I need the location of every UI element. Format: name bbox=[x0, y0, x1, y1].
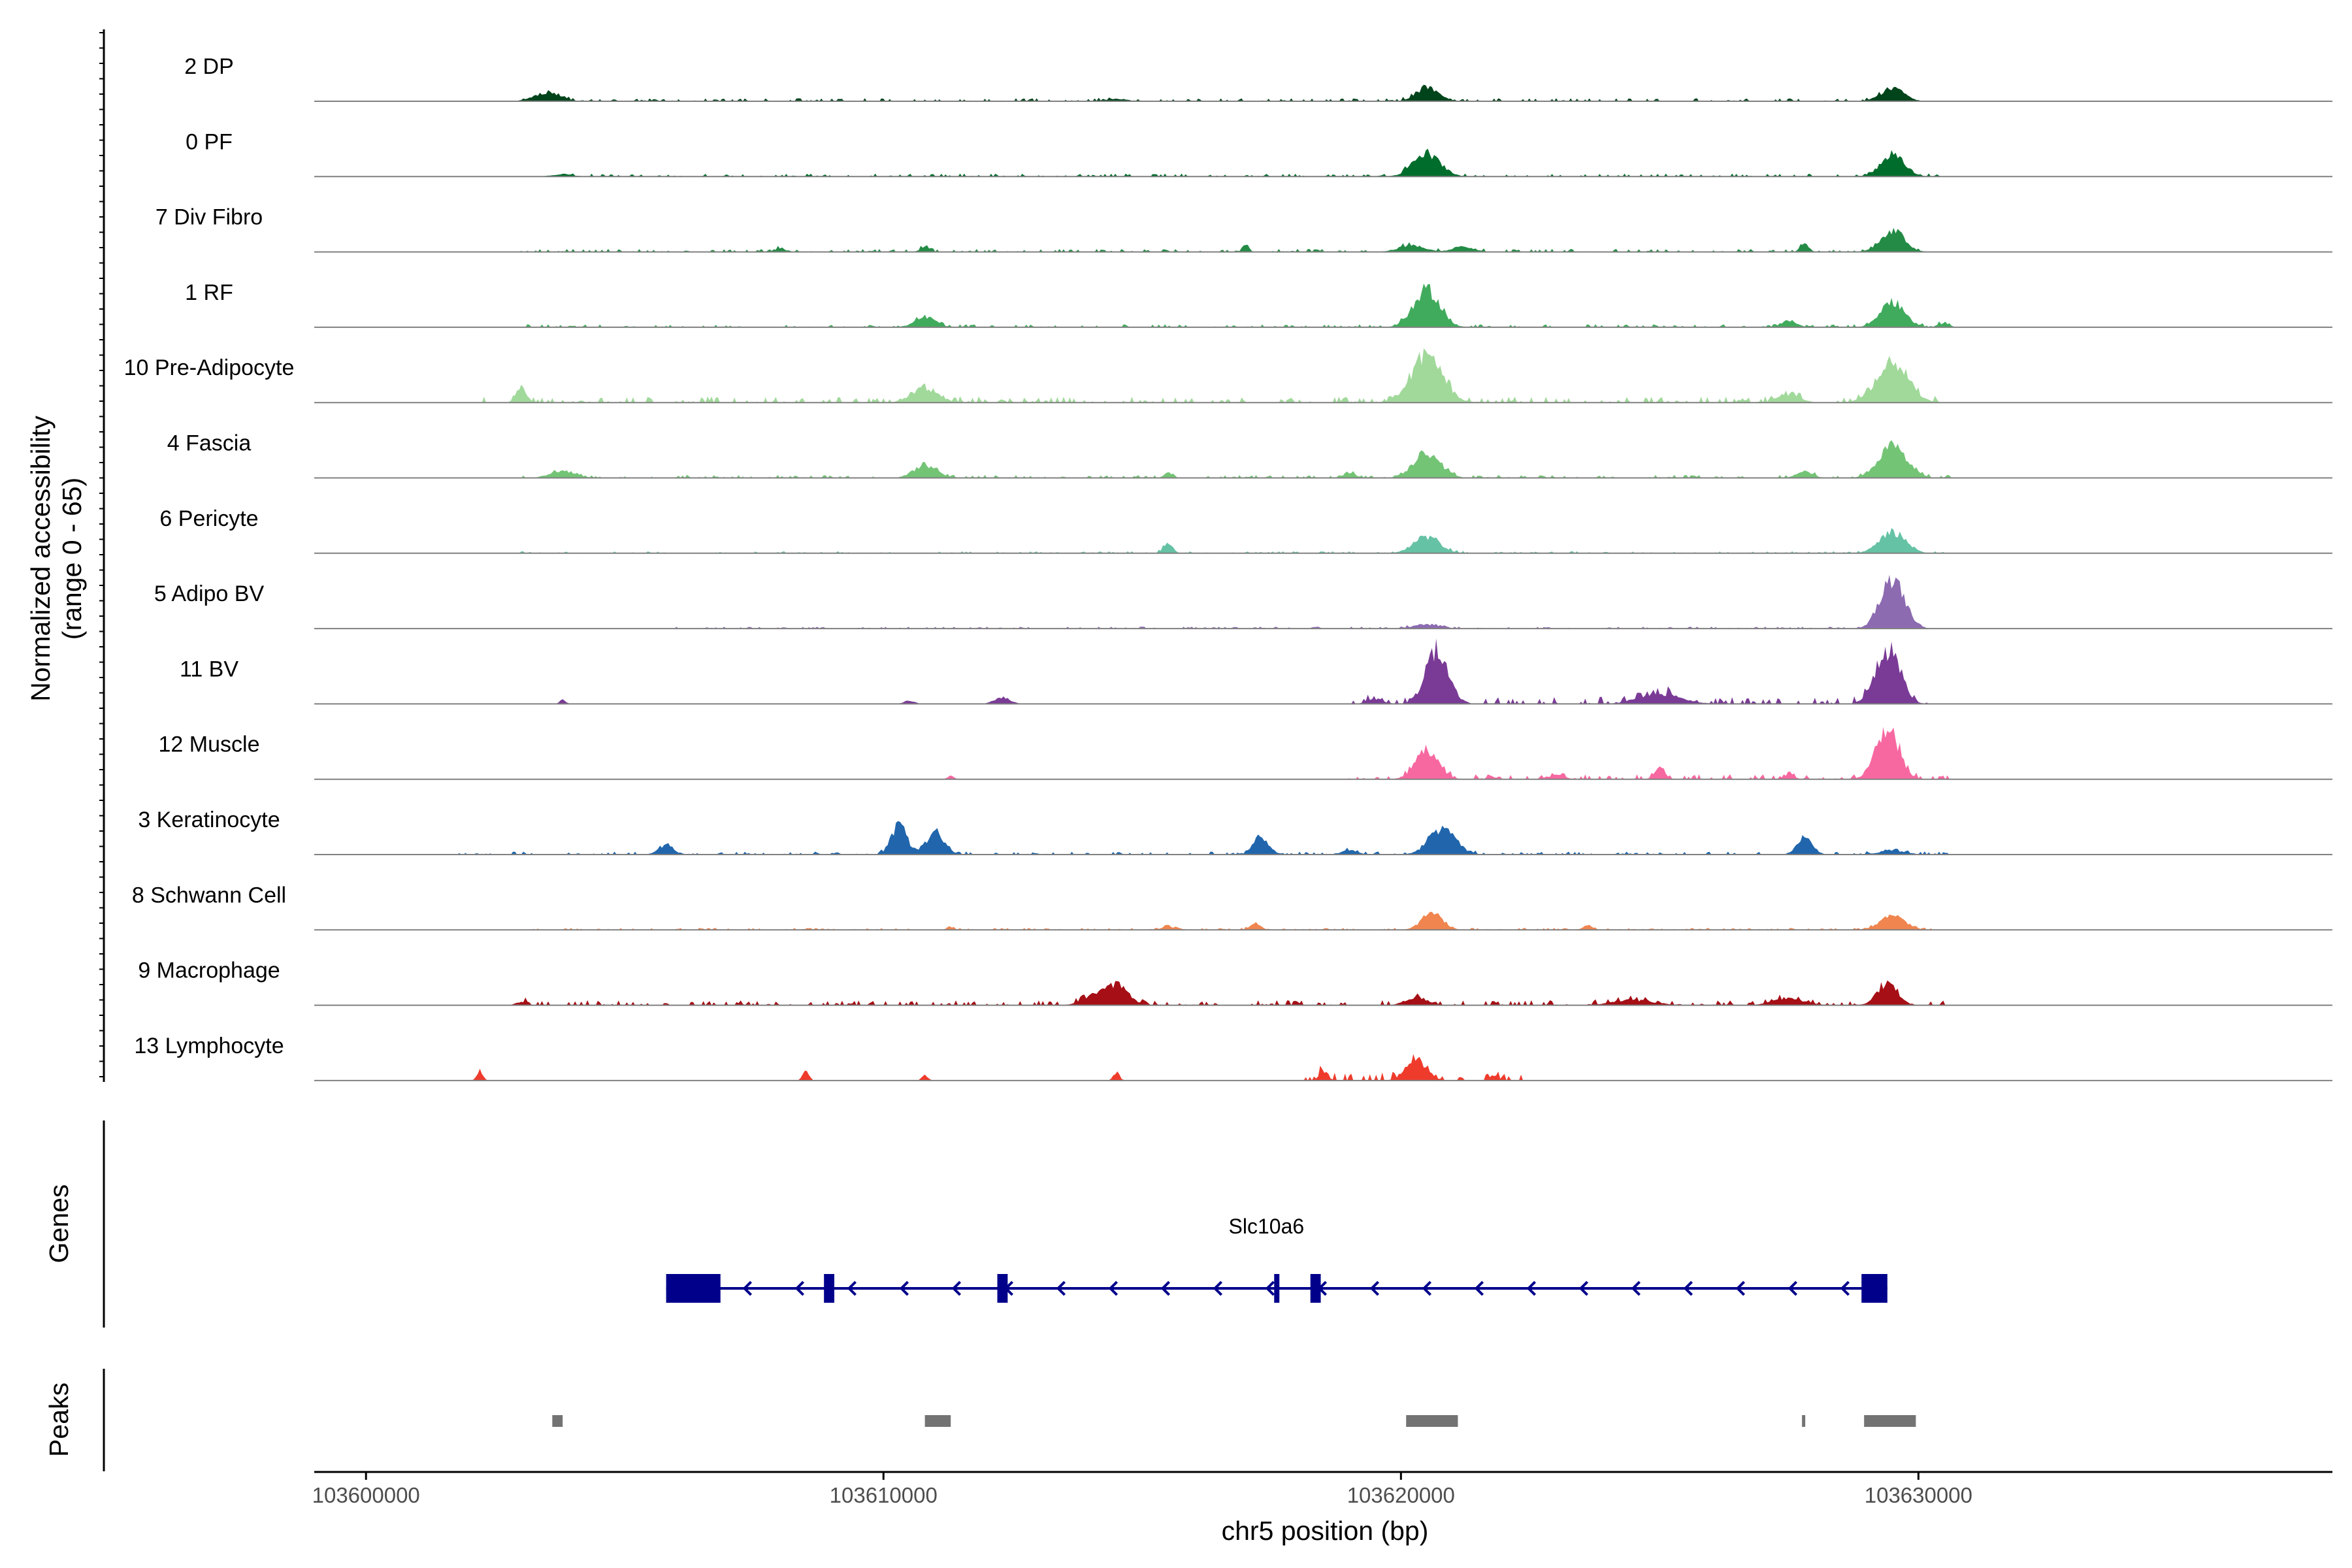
gene-name-label: Slc10a6 bbox=[1229, 1215, 1305, 1238]
track-13-lymphocyte: 13 Lymphocyte bbox=[134, 1034, 2332, 1081]
gene-exon bbox=[1274, 1274, 1280, 1303]
gene-strand-arrow bbox=[1422, 1281, 1432, 1296]
track-label: 3 Keratinocyte bbox=[138, 808, 280, 832]
gene-exon bbox=[997, 1274, 1008, 1303]
gene-strand-arrow bbox=[742, 1281, 753, 1296]
track-label: 1 RF bbox=[185, 280, 233, 305]
gene-strand-arrow bbox=[899, 1281, 909, 1296]
track-signal bbox=[314, 227, 2332, 252]
gene-exon bbox=[1861, 1274, 1887, 1303]
y-axis bbox=[99, 29, 105, 1082]
x-tick-label: 103610000 bbox=[830, 1483, 938, 1507]
y-axis-label-line2: (range 0 - 65) bbox=[57, 478, 87, 640]
gene-strand-arrow bbox=[1108, 1281, 1119, 1296]
track-label: 9 Macrophage bbox=[138, 958, 280, 983]
track-signal bbox=[314, 911, 2332, 930]
track-label: 10 Pre-Adipocyte bbox=[124, 355, 295, 380]
track-label: 7 Div Fibro bbox=[155, 205, 263, 230]
gene-strand-arrow bbox=[1840, 1281, 1850, 1296]
track-10-pre-adipocyte: 10 Pre-Adipocyte bbox=[124, 348, 2332, 404]
peak-region bbox=[1802, 1415, 1806, 1427]
gene-strand-arrow bbox=[1056, 1281, 1066, 1296]
x-tick-label: 103620000 bbox=[1347, 1483, 1455, 1507]
track-4-fascia: 4 Fascia bbox=[167, 431, 2332, 479]
track-label: 2 DP bbox=[184, 54, 234, 79]
track-label: 5 Adipo BV bbox=[154, 581, 265, 606]
y-axis-label-line1: Normalized accessibility bbox=[25, 416, 56, 702]
gene-slc10a6: Slc10a6 bbox=[666, 1215, 1887, 1303]
track-11-bv: 11 BV bbox=[180, 638, 2332, 705]
track-signal bbox=[314, 348, 2332, 403]
peak-region bbox=[552, 1415, 563, 1427]
track-label: 6 Pericyte bbox=[159, 506, 258, 531]
track-8-schwann-cell: 8 Schwann Cell bbox=[132, 883, 2332, 931]
track-label: 12 Muscle bbox=[159, 732, 260, 757]
track-signal bbox=[314, 980, 2332, 1005]
peaks-panel-label: Peaks bbox=[44, 1382, 74, 1457]
gene-strand-arrow bbox=[794, 1281, 805, 1296]
track-label: 11 BV bbox=[180, 657, 238, 681]
track-signal bbox=[314, 1054, 2332, 1081]
coverage-tracks: 2 DP 0 PF 7 Div Fibro 1 RF 10 Pre-Adipocyte 4… bbox=[124, 54, 2332, 1081]
track-3-keratinocyte: 3 Keratinocyte bbox=[138, 808, 2332, 855]
gene-strand-arrow bbox=[1474, 1281, 1484, 1296]
track-0-pf: 0 PF bbox=[186, 129, 2332, 178]
track-signal bbox=[314, 821, 2332, 855]
peak-region bbox=[1406, 1415, 1458, 1427]
track-signal bbox=[314, 148, 2332, 177]
gene-strand-arrow bbox=[1369, 1281, 1380, 1296]
gene-strand-arrow bbox=[1735, 1281, 1746, 1296]
gene-exon bbox=[1310, 1274, 1321, 1303]
track-label: 8 Schwann Cell bbox=[132, 883, 286, 907]
gene-strand-arrow bbox=[1578, 1281, 1589, 1296]
x-axis-label: chr5 position (bp) bbox=[1222, 1516, 1429, 1546]
peak-region bbox=[1864, 1415, 1916, 1427]
genes-panel-label: Genes bbox=[44, 1184, 74, 1264]
track-12-muscle: 12 Muscle bbox=[159, 727, 2332, 780]
gene-strand-arrow bbox=[847, 1281, 857, 1296]
x-axis: 103600000 103610000 103620000 103630000 bbox=[312, 1471, 2332, 1507]
track-5-adipo-bv: 5 Adipo BV bbox=[154, 574, 2332, 630]
gene-strand-arrow bbox=[1526, 1281, 1537, 1296]
track-signal bbox=[314, 727, 2332, 779]
gene-strand-arrow bbox=[951, 1281, 962, 1296]
genes-panel: Slc10a6 bbox=[666, 1215, 1887, 1303]
gene-strand-arrow bbox=[1265, 1281, 1275, 1296]
track-signal bbox=[314, 84, 2332, 101]
x-tick-label: 103630000 bbox=[1865, 1483, 1972, 1507]
track-signal bbox=[314, 284, 2332, 327]
peaks-panel bbox=[552, 1415, 1916, 1427]
track-signal bbox=[314, 638, 2332, 704]
track-2-dp: 2 DP bbox=[184, 54, 2332, 102]
gene-strand-arrow bbox=[1683, 1281, 1693, 1296]
track-7-div-fibro: 7 Div Fibro bbox=[155, 205, 2332, 253]
track-label: 4 Fascia bbox=[167, 431, 252, 456]
x-tick-label: 103600000 bbox=[312, 1483, 420, 1507]
peak-region bbox=[924, 1415, 951, 1427]
gene-strand-arrow bbox=[1788, 1281, 1798, 1296]
track-9-macrophage: 9 Macrophage bbox=[138, 958, 2332, 1006]
track-label: 13 Lymphocyte bbox=[134, 1034, 284, 1058]
gene-exon bbox=[824, 1274, 835, 1303]
gene-strand-arrow bbox=[1160, 1281, 1171, 1296]
gene-strand-arrow bbox=[1213, 1281, 1223, 1296]
gene-exon bbox=[666, 1274, 721, 1303]
track-signal bbox=[314, 528, 2332, 553]
track-signal bbox=[314, 440, 2332, 478]
gene-strand-arrow bbox=[1631, 1281, 1641, 1296]
track-1-rf: 1 RF bbox=[185, 280, 2332, 328]
track-6-pericyte: 6 Pericyte bbox=[159, 506, 2332, 554]
track-signal bbox=[314, 574, 2332, 629]
track-label: 0 PF bbox=[186, 129, 233, 154]
